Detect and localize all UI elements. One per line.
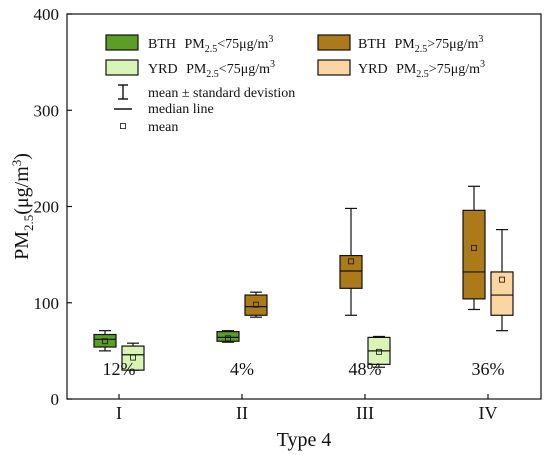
- legend-mean-label: mean: [148, 120, 178, 135]
- x-tick-label: II: [236, 403, 248, 423]
- legend-label-region: YRD: [358, 62, 388, 77]
- x-tick-label: I: [116, 403, 122, 423]
- box-body: [491, 272, 513, 315]
- box-body: [245, 295, 267, 315]
- legend-swatch-bth_gt: [318, 35, 350, 50]
- percentage-label: 12%: [103, 359, 136, 379]
- legend-label-rest: <75μg/m: [219, 62, 270, 77]
- plot-layer: 12% 4% 48% 36%: [94, 186, 513, 379]
- box-body: [217, 332, 239, 342]
- legend-label-pm: PM: [181, 37, 205, 52]
- legend-swatch-bth_lt: [106, 35, 138, 50]
- legend-label-region: BTH: [358, 37, 386, 52]
- legend-label-sub: 2.5: [415, 44, 428, 55]
- legend-swatch-yrd_gt: [318, 60, 350, 75]
- legend-label-sub: 2.5: [416, 69, 429, 80]
- y-axis-title-group: PM2.5(μg/m3): [9, 153, 36, 260]
- box-body: [463, 210, 485, 299]
- legend-errorbar-label: mean ± standard devistion: [148, 86, 295, 101]
- legend-label-bth_lt: BTH PM2.5<75μg/m3: [148, 34, 273, 55]
- legend-label-sup: 3: [268, 34, 273, 45]
- box-II-bth_gt: [245, 292, 267, 317]
- y-tick-label: 0: [51, 390, 60, 409]
- legend-label-sup: 3: [478, 34, 483, 45]
- legend-label-rest: >75μg/m: [427, 37, 478, 52]
- box-III-bth_gt: [340, 208, 362, 315]
- box-body: [94, 335, 116, 348]
- x-tick-label: III: [356, 403, 374, 423]
- y-axis-title-prefix: PM: [11, 231, 33, 260]
- y-tick-label: 100: [34, 294, 60, 313]
- y-axis-title: PM2.5(μg/m3): [9, 153, 36, 260]
- legend-swatch-yrd_lt: [106, 60, 138, 75]
- legend-label-rest: <75μg/m: [217, 37, 268, 52]
- legend-label-bth_gt: BTH PM2.5>75μg/m3: [358, 34, 483, 55]
- legend-label-region: YRD: [148, 62, 178, 77]
- y-axis-title-end: ): [11, 153, 33, 160]
- y-axis-title-sub: 2.5: [21, 215, 36, 231]
- box-II-bth_lt: [217, 331, 239, 343]
- y-tick-label: 400: [34, 5, 60, 24]
- legend-mean-marker: [121, 124, 126, 129]
- x-tick-label: IV: [479, 403, 498, 423]
- legend-label-sup: 3: [270, 59, 275, 70]
- x-axis-title: Type 4: [277, 429, 332, 451]
- percentage-label: 36%: [472, 359, 505, 379]
- y-axis-title-suffix: (μg/m: [11, 166, 33, 215]
- legend-label-sup: 3: [480, 59, 485, 70]
- box-IV-yrd_gt: [491, 230, 513, 331]
- box-I-bth_lt: [94, 331, 116, 351]
- legend-label-region: BTH: [148, 37, 176, 52]
- legend-label-yrd_gt: YRD PM2.5>75μg/m3: [358, 59, 485, 80]
- legend-label-rest: >75μg/m: [429, 62, 480, 77]
- legend-label-pm: PM: [393, 62, 417, 77]
- y-tick-label: 300: [34, 101, 60, 120]
- legend-label-yrd_lt: YRD PM2.5<75μg/m3: [148, 59, 275, 80]
- box-IV-bth_gt: [463, 186, 485, 309]
- legend-label-sub: 2.5: [206, 69, 219, 80]
- legend-label-pm: PM: [391, 37, 415, 52]
- legend-label-pm: PM: [183, 62, 207, 77]
- legend-median-label: median line: [148, 102, 214, 117]
- percentage-label: 48%: [349, 359, 382, 379]
- legend-label-sub: 2.5: [205, 44, 218, 55]
- box-body: [340, 256, 362, 289]
- percentage-label: 4%: [230, 359, 254, 379]
- y-tick-label: 200: [34, 198, 60, 217]
